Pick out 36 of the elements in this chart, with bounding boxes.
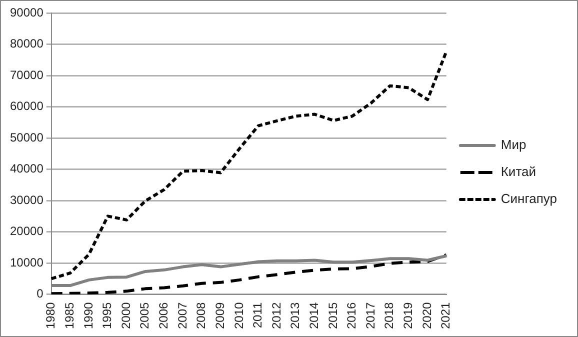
- x-tick-label: 2005: [138, 302, 152, 330]
- y-tick-label: 20000: [10, 224, 44, 238]
- y-tick-label: 50000: [10, 130, 44, 144]
- line-series: [50, 50, 448, 280]
- x-tick-label: 2021: [438, 302, 453, 330]
- x-tick-label: 2013: [288, 302, 302, 330]
- x-tick-label: 2006: [156, 302, 171, 330]
- x-tick-label: 2017: [363, 302, 378, 330]
- x-tick-label: 2009: [212, 302, 227, 330]
- y-tick-label: 0: [36, 286, 44, 301]
- x-tick-label: 2000: [118, 302, 133, 330]
- x-tick-label: 2011: [250, 302, 265, 328]
- x-tick-label: 2016: [344, 302, 359, 330]
- x-tick-label: 1980: [44, 302, 58, 330]
- x-tick-label: 2015: [326, 302, 340, 330]
- y-tick-label: 70000: [10, 68, 44, 82]
- x-tick-label: 2012: [269, 302, 284, 330]
- legend-label: Сингапур: [500, 191, 557, 206]
- y-tick-label: 10000: [10, 255, 44, 270]
- y-tick-label: 80000: [10, 36, 44, 51]
- x-tick-label: 2008: [194, 302, 208, 330]
- x-tick-label: 2014: [307, 302, 322, 330]
- legend-label: Китай: [500, 164, 536, 180]
- x-tick-label: 2010: [232, 302, 246, 330]
- x-tick-label: 2018: [382, 302, 396, 330]
- legend-label: Мир: [500, 137, 526, 152]
- y-tick-label: 30000: [10, 192, 44, 207]
- y-tick-label: 60000: [10, 99, 44, 114]
- y-tick-label: 40000: [10, 162, 44, 176]
- x-tick-label: 1990: [81, 302, 96, 330]
- x-tick-label: 1985: [62, 302, 76, 330]
- x-tick-label: 2019: [401, 302, 416, 330]
- x-tick-label: 2007: [175, 302, 190, 330]
- y-tick-label: 90000: [10, 5, 44, 20]
- x-tick-label: 2020: [420, 302, 434, 330]
- x-tick-label: 1995: [100, 302, 114, 330]
